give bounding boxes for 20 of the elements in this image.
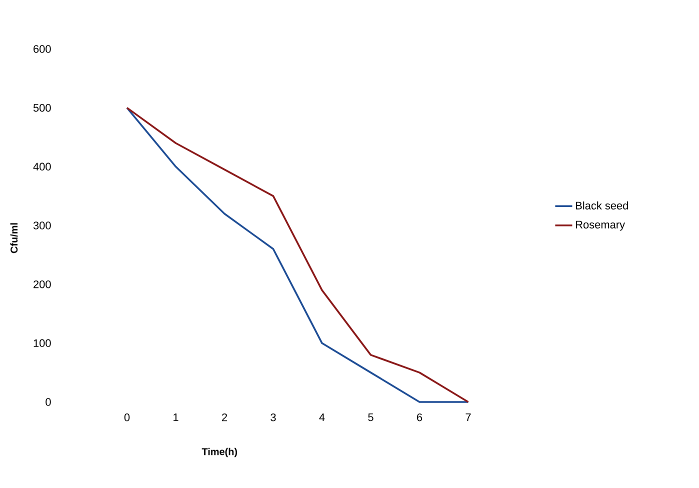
x-tick-label: 5 [368,413,374,422]
y-tick-label: 600 [34,45,51,53]
y-tick-label: 100 [34,339,51,348]
legend-label: Rosemary [576,220,626,231]
x-tick-label: 6 [417,413,422,422]
x-tick-label: 2 [222,413,228,422]
x-axis-title: Time(h) [202,448,238,458]
x-tick-label: 1 [174,413,178,422]
y-tick-label: 500 [33,104,51,112]
y-tick-label: 0 [46,398,51,406]
y-tick-label: 400 [33,162,51,171]
x-tick-label: 0 [124,413,130,422]
x-tick-label: 4 [319,413,325,422]
legend-label: Black seed [576,201,628,210]
y-axis-title: Cfu/ml [10,223,18,254]
y-tick-label: 200 [34,280,51,288]
x-tick-label: 3 [270,413,276,422]
y-tick-label: 300 [33,222,51,230]
x-tick-label: 7 [466,413,471,422]
line-series [126,106,470,403]
